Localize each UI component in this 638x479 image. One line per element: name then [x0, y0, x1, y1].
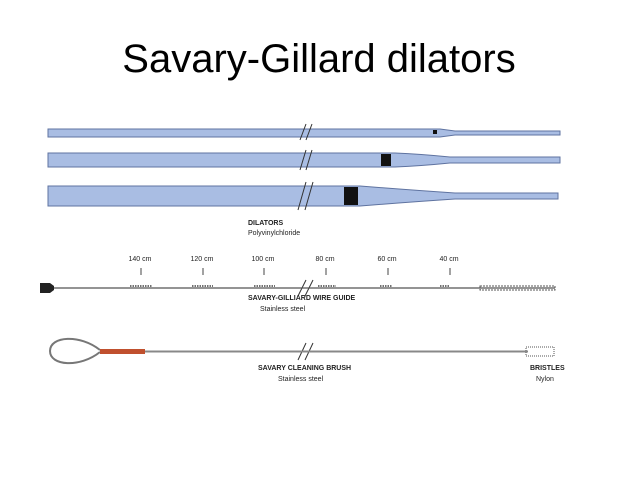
marking: 100 cm: [252, 256, 275, 263]
marking: 120 cm: [191, 256, 214, 263]
marking-ticks: [140, 268, 451, 275]
marking: 80 cm: [315, 256, 334, 263]
marking: 40 cm: [439, 256, 458, 263]
bristles-material: Nylon: [536, 376, 554, 383]
break-marks: [297, 123, 314, 361]
dilator-marker: [344, 187, 358, 205]
brush-material: Stainless steel: [278, 376, 324, 383]
dilators-material: Polyvinylchloride: [248, 230, 300, 237]
marking: 60 cm: [377, 256, 396, 263]
dilator-marker: [381, 154, 391, 166]
brush-loop: [48, 337, 101, 365]
brush-bristles: [525, 346, 555, 357]
dilator: [47, 185, 559, 207]
title: Savary-Gillard dilators: [122, 37, 515, 81]
marking: 140 cm: [129, 256, 152, 263]
wire-guide-label: SAVARY-GILLIARD WIRE GUIDE: [248, 295, 356, 302]
dilator-marker: [433, 130, 437, 134]
dilators-label: DILATORS: [248, 220, 283, 227]
wire-handle: [40, 283, 54, 293]
wire-guide-material: Stainless steel: [260, 306, 306, 313]
wire-coil: [479, 285, 556, 291]
bristles-label: BRISTLES: [530, 365, 565, 372]
dilator: [47, 152, 561, 168]
brush-label: SAVARY CLEANING BRUSH: [258, 365, 351, 372]
brush-handle: [100, 349, 145, 354]
dilator: [47, 128, 561, 138]
